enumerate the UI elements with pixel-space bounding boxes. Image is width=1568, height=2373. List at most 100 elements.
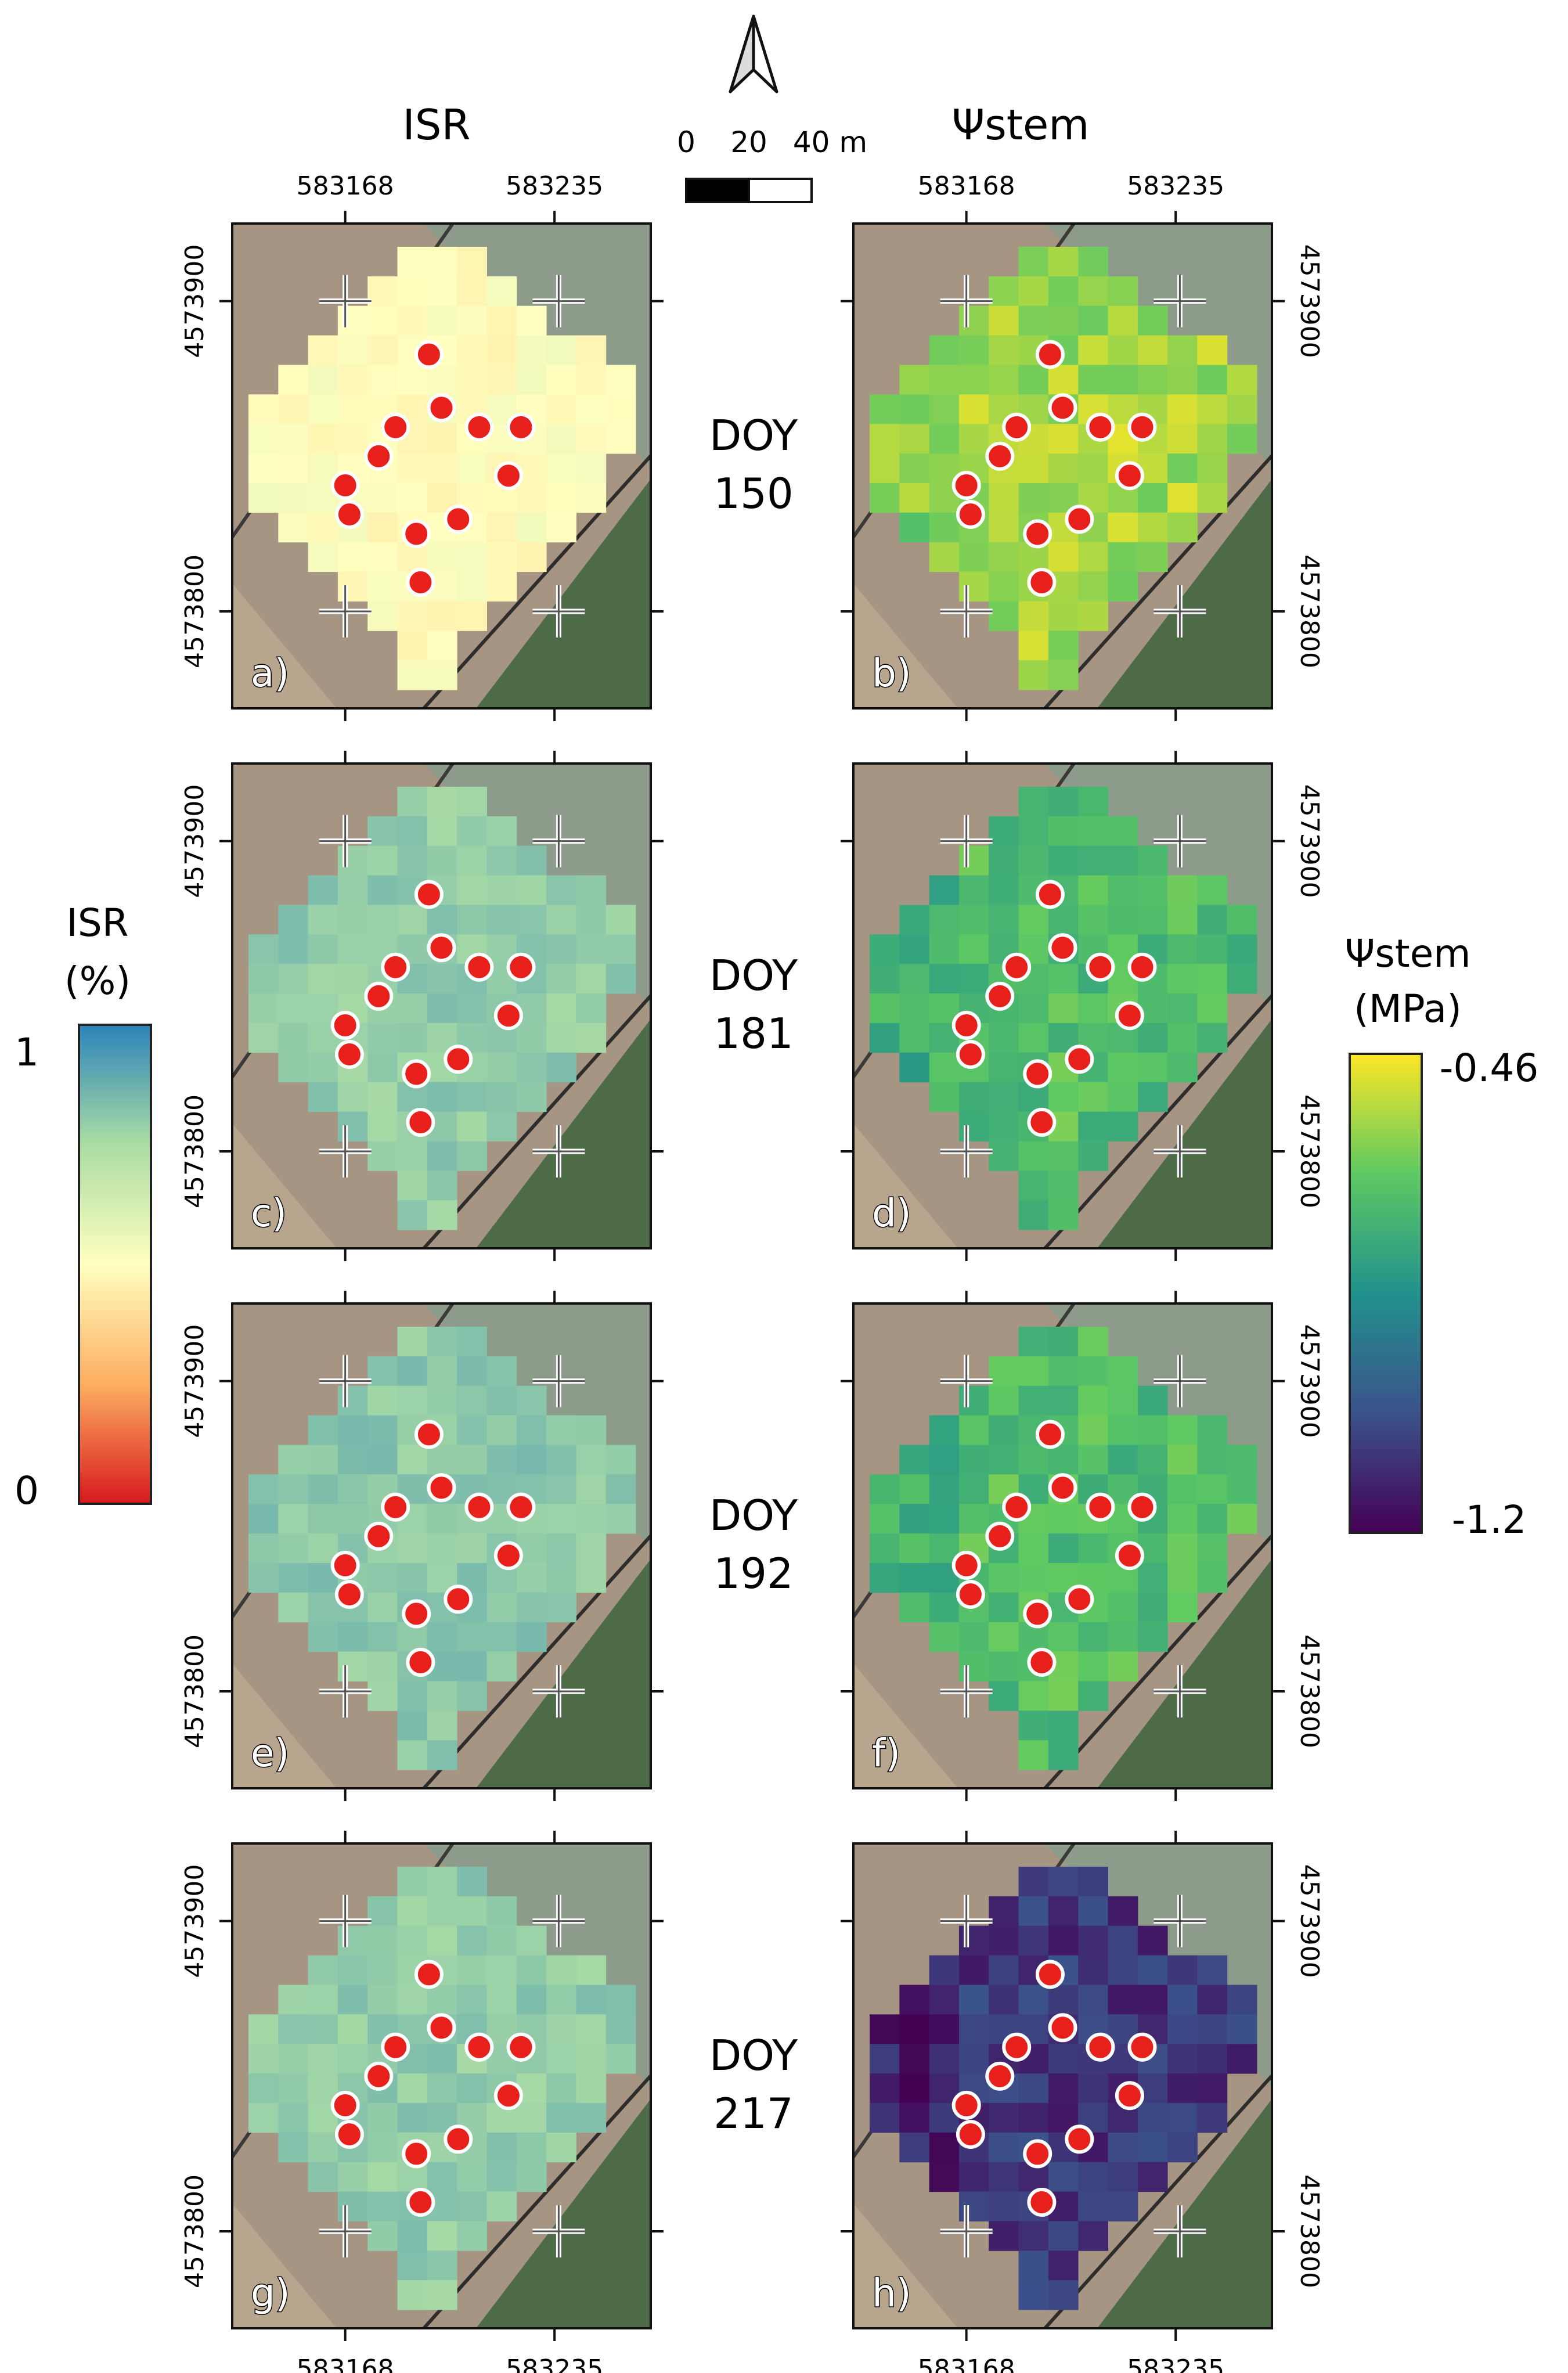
raster-cell <box>1108 1356 1138 1387</box>
raster-cell <box>989 816 1019 847</box>
grid-crosshair-icon <box>940 815 993 867</box>
raster-cell <box>427 787 457 817</box>
raster-cell <box>397 276 428 307</box>
northing-label: 4573800 <box>1295 554 1324 668</box>
panel-label: d) <box>872 1191 911 1236</box>
raster-cell <box>1048 1141 1079 1171</box>
raster-cell <box>576 875 607 905</box>
raster-cell <box>1048 845 1079 876</box>
raster-cell <box>308 335 338 365</box>
isr-legend-max-label: 1 <box>15 1030 39 1075</box>
raster-cell <box>248 993 279 1024</box>
northing-label: 4573900 <box>180 244 210 358</box>
raster-cell <box>397 2102 428 2133</box>
raster-cell <box>1078 2073 1108 2104</box>
raster-cell <box>1078 1327 1108 1357</box>
raster-cell <box>486 845 517 876</box>
raster-cell <box>1167 365 1198 395</box>
raster-cell <box>427 1082 457 1112</box>
raster-cell <box>576 1985 607 2015</box>
grid-crosshair-icon <box>532 2205 585 2257</box>
raster-cell <box>546 1504 576 1534</box>
raster-cell <box>1018 2102 1049 2133</box>
raster-cell <box>278 2044 309 2074</box>
raster-cell <box>1227 424 1257 454</box>
raster-cell <box>546 2044 576 2074</box>
raster-cell <box>1137 482 1168 513</box>
raster-cell <box>929 1955 960 1985</box>
raster-cell <box>989 335 1019 365</box>
raster-cell <box>899 1592 930 1623</box>
raster-cell <box>1018 1022 1049 1053</box>
raster-cell <box>1048 816 1079 847</box>
sampling-point <box>402 1059 431 1089</box>
sampling-point <box>1023 2139 1052 2169</box>
raster-cell <box>367 2191 398 2221</box>
raster-cell <box>899 1533 930 1564</box>
raster-cell <box>367 845 398 876</box>
raster-cell <box>1048 2073 1079 2104</box>
raster-cell <box>1137 1385 1168 1416</box>
raster-cell <box>1048 993 1079 1024</box>
raster-cell <box>427 1385 457 1416</box>
raster-cell <box>367 2132 398 2163</box>
raster-cell <box>397 1356 428 1387</box>
northing-label: 4573900 <box>180 784 210 898</box>
raster-cell <box>1078 1896 1108 1927</box>
raster-cell <box>397 1896 428 1927</box>
raster-cell <box>929 2162 960 2192</box>
raster-cell <box>546 1533 576 1564</box>
raster-cell <box>248 1504 279 1534</box>
raster-cell <box>516 365 547 395</box>
grid-crosshair-icon <box>940 2205 993 2257</box>
raster-cell <box>278 1474 309 1504</box>
raster-cell <box>546 1474 576 1504</box>
raster-cell <box>605 424 636 454</box>
raster-cell <box>1227 2044 1257 2074</box>
raster-cell <box>516 1052 547 1083</box>
raster-cell <box>1018 1985 1049 2015</box>
raster-cell <box>367 1592 398 1623</box>
sampling-point <box>1127 952 1157 982</box>
raster-cell <box>1167 1445 1198 1475</box>
raster-cell <box>958 1111 989 1142</box>
scale-bar-black-segment <box>685 178 750 203</box>
raster-cell <box>248 482 279 513</box>
raster-cell <box>457 875 487 905</box>
raster-cell <box>1137 365 1168 395</box>
raster-cell <box>1048 1681 1079 1711</box>
bare-field <box>232 584 337 708</box>
raster-cell <box>899 1445 930 1475</box>
sampling-point <box>334 2120 364 2149</box>
raster-cell <box>457 247 487 277</box>
raster-cell <box>427 276 457 307</box>
raster-cell <box>1167 934 1198 964</box>
raster-cell <box>958 875 989 905</box>
raster-cell <box>1137 2162 1168 2192</box>
sampling-point <box>334 1040 364 1069</box>
panel-label: g) <box>251 2271 290 2316</box>
raster-cell <box>308 1622 338 1652</box>
raster-cell <box>1227 2014 1257 2044</box>
raster-cell <box>989 1622 1019 1652</box>
raster-cell <box>958 1504 989 1534</box>
grid-crosshair-icon <box>532 275 585 327</box>
raster-cell <box>308 1955 338 1985</box>
raster-cell <box>486 571 517 602</box>
raster-cell <box>1078 1651 1108 1681</box>
raster-cell <box>1078 1111 1108 1142</box>
raster-cell <box>576 394 607 424</box>
raster-cell <box>1197 394 1228 424</box>
raster-cell <box>1167 1592 1198 1623</box>
raster-cell <box>929 1052 960 1083</box>
grid-crosshair-icon <box>532 1895 585 1947</box>
isr-legend-title: ISR <box>66 901 128 945</box>
sampling-point <box>951 470 981 500</box>
raster-cell <box>337 1415 368 1445</box>
raster-cell <box>278 1504 309 1534</box>
sampling-point <box>1127 2032 1157 2062</box>
sampling-point <box>402 2139 431 2169</box>
sampling-point <box>1048 1473 1077 1503</box>
raster-cell <box>958 934 989 964</box>
raster-cell <box>427 1740 457 1770</box>
